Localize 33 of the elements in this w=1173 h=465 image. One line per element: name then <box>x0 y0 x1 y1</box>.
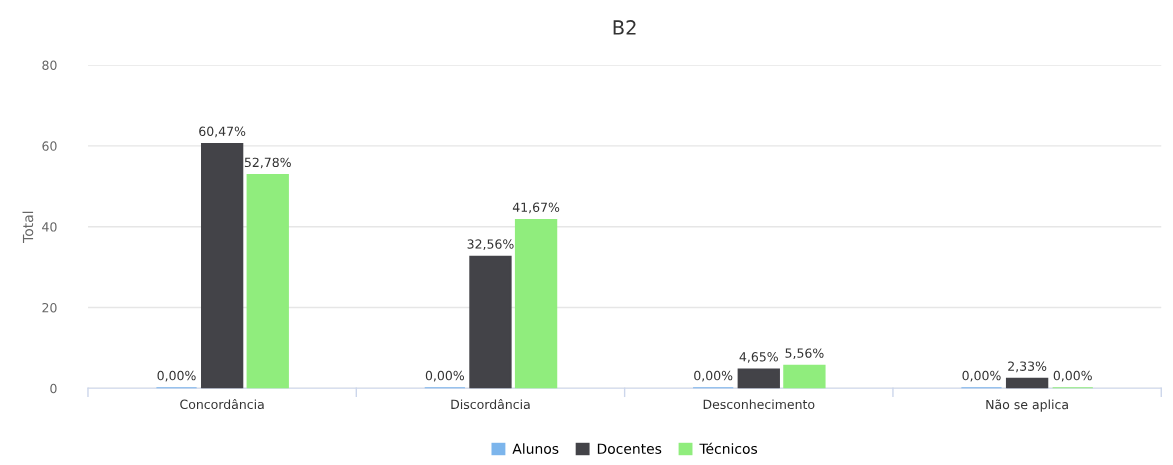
data-label: 0,00% <box>157 370 196 382</box>
data-label: 5,56% <box>785 348 824 360</box>
bar <box>246 174 289 389</box>
bar <box>200 142 244 389</box>
data-label: 0,00% <box>694 370 733 382</box>
data-label: 0,00% <box>425 370 465 382</box>
x-tick-label: Discordância <box>451 398 530 410</box>
legend-label: Docentes <box>597 443 662 454</box>
bar <box>737 368 780 389</box>
y-tick-label: 20 <box>42 302 57 313</box>
x-tick-label: Concordância <box>180 398 264 410</box>
y-axis-title: Total <box>22 211 34 243</box>
data-label: 0,00% <box>1053 370 1092 382</box>
y-tick-label: 60 <box>42 141 57 151</box>
legend-label: Alunos <box>512 443 559 454</box>
data-label: 2,33% <box>1008 361 1047 373</box>
y-tick-label: 0 <box>50 383 57 394</box>
data-label: 60,47% <box>199 126 246 138</box>
chart-title: B2 <box>613 20 636 35</box>
legend-label: Técnicos <box>699 442 758 454</box>
bar <box>469 255 512 389</box>
y-tick-label: 80 <box>42 60 57 71</box>
bar <box>1005 377 1049 389</box>
x-tick-label: Desconhecimento <box>703 399 815 410</box>
bar <box>783 364 826 389</box>
data-label: 52,78% <box>244 157 291 169</box>
data-label: 32,56% <box>467 239 514 251</box>
data-label: 0,00% <box>962 370 1001 382</box>
data-label: 41,67% <box>512 202 560 214</box>
y-tick-label: 40 <box>42 222 57 232</box>
x-tick-label: Não se aplica <box>986 399 1068 412</box>
data-label: 4,65% <box>739 352 778 363</box>
bar <box>514 218 558 389</box>
